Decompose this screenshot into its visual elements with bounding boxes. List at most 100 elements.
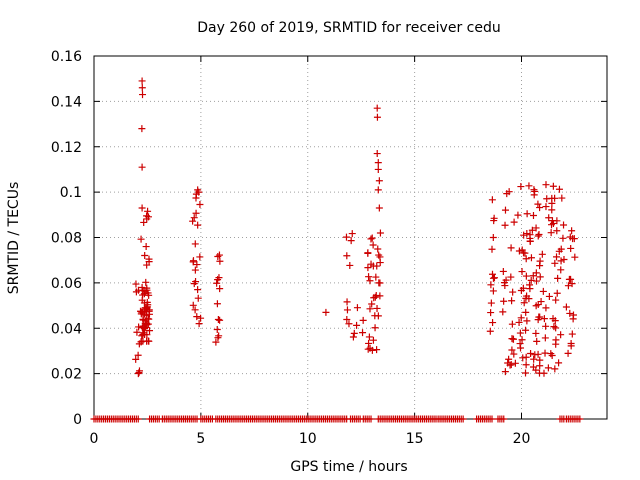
data-point — [373, 150, 381, 158]
data-point — [549, 182, 557, 190]
data-point — [508, 320, 516, 328]
data-point — [542, 181, 550, 189]
data-point — [517, 183, 525, 191]
data-point — [138, 332, 146, 340]
data-point — [548, 194, 556, 202]
data-point — [522, 255, 530, 263]
data-point — [144, 337, 152, 345]
data-point — [373, 113, 381, 121]
data-point — [530, 191, 538, 199]
data-point — [375, 177, 383, 185]
data-point — [195, 320, 203, 328]
data-point — [345, 320, 353, 328]
data-point — [533, 277, 541, 285]
data-point — [367, 235, 375, 243]
data-point — [192, 194, 200, 202]
data-point — [548, 206, 556, 214]
grid — [94, 56, 607, 419]
data-point — [364, 264, 372, 272]
data-point — [143, 212, 151, 220]
data-point — [216, 285, 224, 293]
data-point — [533, 337, 541, 345]
data-point — [139, 316, 147, 324]
data-point — [553, 227, 561, 235]
data-point — [189, 217, 197, 225]
x-tick-label: 15 — [406, 431, 424, 447]
data-point — [353, 304, 361, 312]
data-point — [374, 312, 382, 320]
data-point — [487, 309, 495, 317]
data-point — [488, 270, 496, 278]
data-point — [522, 353, 530, 361]
data-point — [138, 284, 146, 292]
data-point — [487, 281, 495, 289]
data-point — [191, 306, 199, 314]
data-point — [343, 298, 351, 306]
data-point — [552, 324, 560, 332]
x-tick-label: 10 — [299, 431, 317, 447]
data-point — [194, 286, 202, 294]
data-point — [527, 254, 535, 262]
y-axis-title: SRMTID / TECUs — [6, 182, 22, 295]
data-point — [535, 231, 543, 239]
data-point — [536, 369, 544, 377]
data-point — [551, 259, 559, 267]
data-point — [365, 333, 373, 341]
data-point — [214, 316, 222, 324]
data-point — [367, 415, 375, 423]
data-point — [132, 280, 140, 288]
chart-title: Day 260 of 2019, SRMTID for receiver ced… — [197, 20, 500, 36]
data-point — [564, 282, 572, 290]
data-point — [145, 310, 153, 318]
data-point — [528, 226, 536, 234]
data-point — [373, 104, 381, 112]
data-point — [365, 273, 373, 281]
data-point — [567, 244, 575, 252]
data-point — [519, 284, 527, 292]
y-tick-label: 0.02 — [51, 367, 82, 383]
data-point — [525, 182, 533, 190]
data-point — [213, 300, 221, 308]
data-point — [536, 273, 544, 281]
data-point — [501, 282, 509, 290]
data-point — [489, 319, 497, 327]
data-point — [139, 91, 147, 99]
data-point — [518, 268, 526, 276]
data-point — [214, 276, 222, 284]
data-point — [343, 316, 351, 324]
data-point — [373, 346, 381, 354]
data-point — [564, 349, 572, 357]
data-point — [342, 233, 350, 241]
data-point — [374, 245, 382, 253]
data-point — [146, 327, 154, 335]
data-point — [138, 125, 146, 133]
data-points — [90, 77, 584, 423]
data-point — [541, 349, 549, 357]
y-tick-label: 0.1 — [60, 185, 82, 201]
data-point — [534, 316, 542, 324]
data-point — [137, 235, 145, 243]
data-point — [369, 336, 377, 344]
data-point — [192, 209, 200, 217]
data-point — [214, 334, 222, 342]
data-point — [376, 279, 384, 287]
data-point — [196, 253, 204, 261]
data-point — [557, 266, 565, 274]
data-point — [138, 204, 146, 212]
data-point — [189, 257, 197, 265]
data-point — [532, 329, 540, 337]
data-point — [133, 328, 141, 336]
data-point — [145, 258, 153, 266]
data-point — [522, 326, 530, 334]
data-point — [576, 415, 584, 423]
data-point — [517, 314, 525, 322]
data-point — [368, 234, 376, 242]
data-point — [532, 302, 540, 310]
data-point — [489, 233, 497, 241]
data-point — [531, 351, 539, 359]
data-point — [507, 273, 515, 281]
data-point — [508, 346, 516, 354]
data-point — [545, 292, 553, 300]
data-point — [137, 338, 145, 346]
